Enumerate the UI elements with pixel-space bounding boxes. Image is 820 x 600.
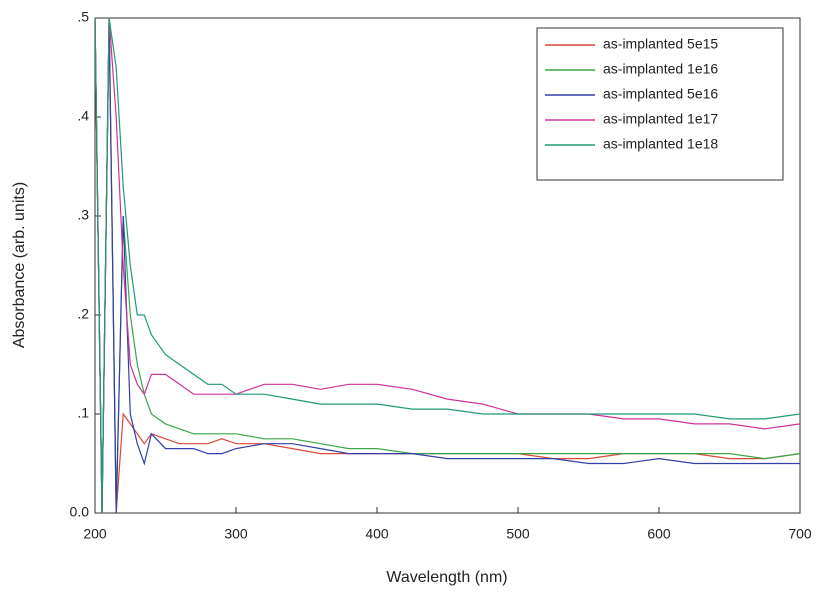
y-tick-label: .3 xyxy=(77,207,89,223)
legend-box xyxy=(536,27,784,181)
x-tick-label: 200 xyxy=(83,526,107,542)
x-tick-label: 700 xyxy=(788,526,812,542)
data-line xyxy=(95,18,800,513)
data-line xyxy=(95,18,800,513)
plot-area xyxy=(95,18,800,513)
legend-label: as-implanted 5e16 xyxy=(603,86,718,102)
x-axis-label: Wavelength (nm) xyxy=(386,569,507,586)
y-axis-label: Absorbance (arb. units) xyxy=(11,182,28,348)
y-tick-label: .5 xyxy=(77,9,89,25)
x-tick-label: 400 xyxy=(365,526,389,542)
legend-label: as-implanted 1e17 xyxy=(603,111,718,127)
x-tick-label: 600 xyxy=(647,526,671,542)
x-tick-label: 500 xyxy=(506,526,530,542)
legend-label: as-implanted 1e16 xyxy=(603,61,718,77)
plot-frame xyxy=(94,17,801,514)
y-tick-label: 0.0 xyxy=(70,504,90,520)
data-line xyxy=(95,18,800,513)
x-tick-label: 300 xyxy=(224,526,248,542)
data-line xyxy=(95,18,800,513)
y-tick-label: .1 xyxy=(77,405,89,421)
legend-label: as-implanted 5e15 xyxy=(603,36,718,52)
legend-label: as-implanted 1e18 xyxy=(603,136,718,152)
y-tick-label: .2 xyxy=(77,306,89,322)
y-tick-label: .4 xyxy=(77,108,89,124)
data-line xyxy=(95,18,800,513)
